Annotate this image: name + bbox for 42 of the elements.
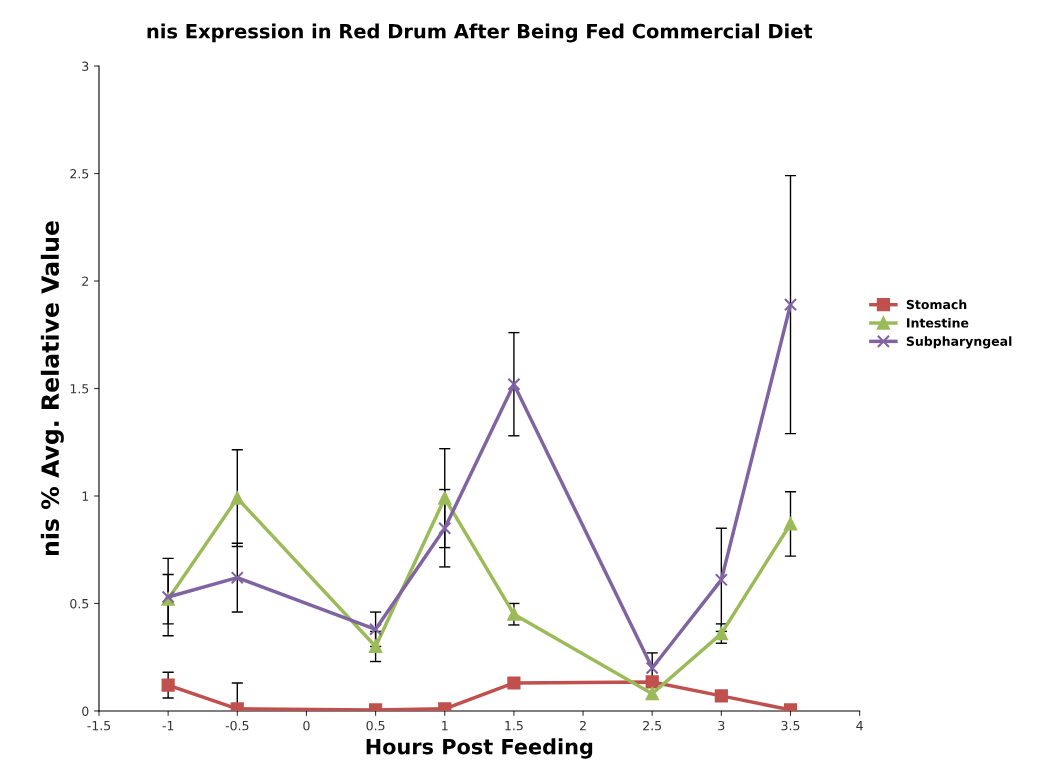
y-tick-label: 0.5	[70, 598, 89, 609]
x-tick-label: 1.5	[505, 721, 523, 731]
x-tick-label: 0	[303, 720, 310, 731]
y-tick-label: 1	[82, 491, 89, 501]
point	[783, 517, 798, 531]
point	[645, 661, 659, 675]
point	[714, 689, 728, 703]
point	[783, 298, 798, 312]
x-tick-label: -1.5	[87, 721, 111, 731]
point	[507, 607, 521, 621]
point	[507, 377, 521, 391]
x-tick-label: 3.5	[781, 720, 800, 731]
point	[438, 521, 452, 535]
x-tick-label: -1	[162, 721, 174, 731]
point	[507, 676, 521, 690]
x-tick-label: -0.5	[225, 720, 249, 731]
point	[645, 687, 659, 701]
x-axis-title: Hours Post Feeding	[366, 738, 593, 759]
x-tick-label: 4	[856, 721, 863, 731]
x-tick-label: 2.5	[643, 720, 662, 731]
chart-title: nis Expression in Red Drum After Being Fed Commercial Diet	[147, 23, 813, 43]
y-axis-title: nis % Avg. Relative Value	[40, 221, 64, 556]
point	[230, 571, 244, 585]
point	[369, 639, 383, 654]
point	[230, 491, 244, 505]
y-tick-label: 1.5	[70, 384, 89, 394]
y-tick-label: 3	[82, 61, 89, 71]
y-tick-label: 2.5	[70, 169, 89, 179]
x-tick-label: 3	[718, 720, 725, 731]
point	[714, 573, 728, 587]
point	[161, 678, 175, 692]
legend-label: Stomach	[906, 299, 967, 310]
legend-label: Intestine	[907, 317, 969, 328]
x-tick-label: 0.5	[366, 720, 385, 731]
x-tick-label: 2	[579, 720, 586, 731]
legend-label: Subpharyngeal	[906, 336, 1012, 349]
y-tick-label: 0	[82, 706, 89, 716]
point	[438, 491, 452, 505]
point	[369, 622, 383, 636]
point	[645, 675, 659, 689]
y-tick-label: 2	[82, 276, 89, 286]
x-tick-label: 1	[442, 721, 448, 731]
